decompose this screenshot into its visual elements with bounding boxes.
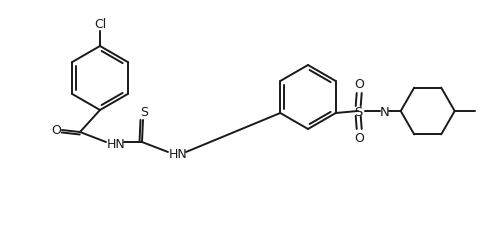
Text: S: S: [354, 105, 362, 118]
Text: O: O: [353, 132, 363, 145]
Text: O: O: [353, 78, 363, 91]
Text: O: O: [51, 124, 61, 137]
Text: HN: HN: [107, 137, 125, 150]
Text: HN: HN: [168, 147, 187, 160]
Text: N: N: [379, 105, 389, 118]
Text: S: S: [140, 105, 148, 118]
Text: Cl: Cl: [94, 18, 106, 31]
